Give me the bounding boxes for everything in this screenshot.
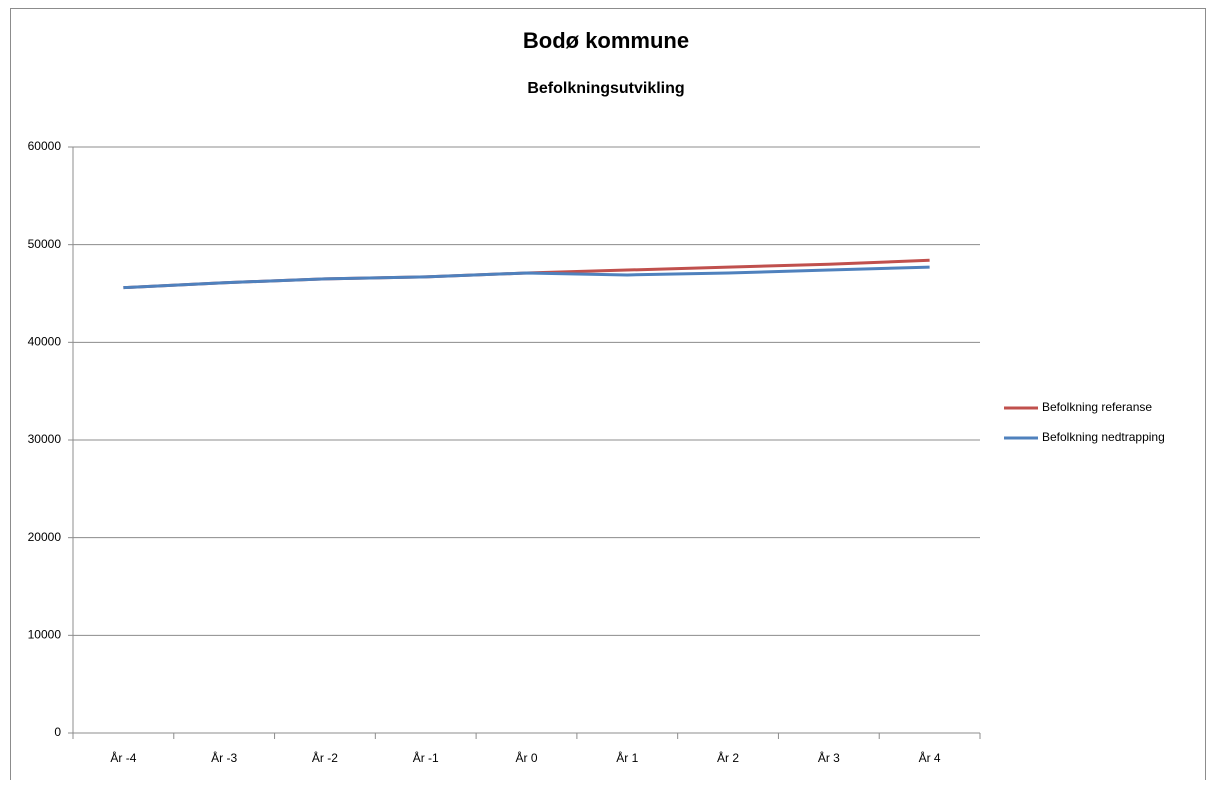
chart-title: Bodø kommune (523, 28, 689, 53)
y-tick-label: 10000 (28, 628, 62, 642)
x-tick-label: År 0 (515, 750, 537, 765)
x-tick-label: År -2 (312, 750, 338, 765)
y-tick-label: 0 (54, 725, 61, 739)
x-tick-label: År 3 (818, 750, 840, 765)
y-tick-label: 20000 (28, 530, 62, 544)
x-tick-label: År -3 (211, 750, 237, 765)
legend-label: Befolkning referanse (1042, 400, 1152, 414)
y-tick-label: 30000 (28, 432, 62, 446)
y-tick-label: 60000 (28, 139, 62, 153)
line-series (123, 265, 930, 290)
x-tick-label: År -1 (413, 750, 439, 765)
x-tick-label: År -4 (110, 750, 136, 765)
x-tick-label: År 1 (616, 750, 638, 765)
chart-border (10, 8, 1206, 784)
x-tick-label: År 4 (919, 750, 941, 765)
legend-label: Befolkning nedtrapping (1042, 430, 1165, 444)
y-tick-label: 40000 (28, 335, 62, 349)
chart-subtitle: Befolkningsutvikling (527, 80, 684, 97)
x-tick-label: År 2 (717, 750, 739, 765)
y-tick-label: 50000 (28, 237, 62, 251)
